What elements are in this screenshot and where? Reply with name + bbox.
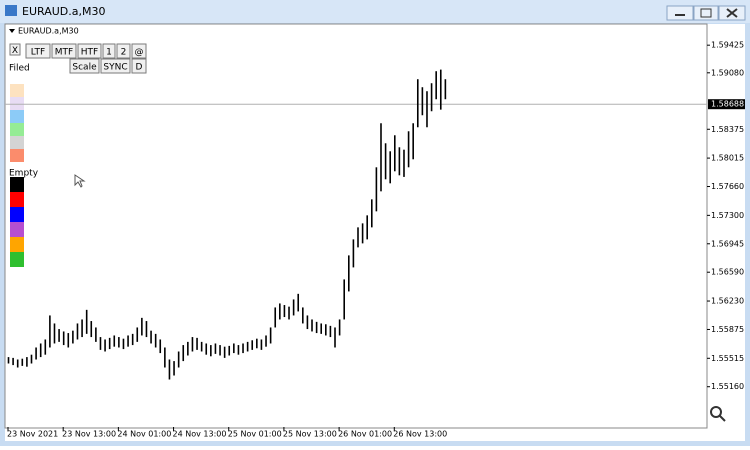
- button-face: [51, 43, 77, 59]
- button-face: [116, 43, 131, 59]
- color-swatch[interactable]: [10, 136, 24, 149]
- button-face: [131, 58, 147, 74]
- button-face: [102, 43, 116, 59]
- button-label: LTF: [31, 48, 45, 58]
- y-tick-label: 1.56590: [711, 268, 744, 277]
- color-swatch[interactable]: [10, 149, 24, 162]
- x-tick-label: 24 Nov 01:00: [117, 430, 171, 439]
- button-face: [77, 43, 102, 59]
- button-label: MTF: [55, 48, 73, 58]
- button-face: [100, 58, 131, 74]
- y-tick-label: 1.55160: [711, 382, 744, 391]
- color-swatch[interactable]: [10, 97, 24, 110]
- minimize-button[interactable]: [666, 5, 694, 21]
- chart-label: EURAUD.a,M30: [18, 27, 79, 36]
- color-swatch[interactable]: [10, 110, 24, 123]
- mouse-cursor: [74, 174, 86, 188]
- x-tick-label: 25 Nov 13:00: [283, 430, 337, 439]
- button-face: [69, 58, 100, 74]
- y-tick-label: 1.55875: [711, 325, 744, 334]
- color-swatch[interactable]: [10, 177, 24, 192]
- x-tick-label: 26 Nov 01:00: [338, 430, 392, 439]
- toolbar-button[interactable]: 2: [116, 43, 131, 59]
- button-face: [131, 43, 147, 59]
- color-swatch[interactable]: [10, 237, 24, 252]
- y-tick-label: 1.56230: [711, 297, 744, 306]
- y-tick-label: 1.57300: [711, 211, 744, 220]
- button-label: 1: [106, 48, 112, 58]
- color-swatch[interactable]: [10, 252, 24, 267]
- color-swatch[interactable]: [10, 123, 24, 136]
- button-label: X: [12, 46, 18, 56]
- toolbar-button[interactable]: HTF: [77, 43, 102, 59]
- y-tick-label: 1.58015: [711, 154, 744, 163]
- plot-border: [4, 23, 708, 429]
- button-label: 2: [121, 48, 127, 58]
- y-tick-label: 1.59080: [711, 68, 744, 77]
- filled-label: Filed: [9, 64, 30, 74]
- color-swatch[interactable]: [10, 207, 24, 222]
- y-tick-label: 1.55515: [711, 354, 744, 363]
- title-bar: [0, 0, 750, 23]
- toolbar-button[interactable]: MTF: [51, 43, 77, 59]
- button-label: Scale: [72, 63, 97, 73]
- x-tick-label: 25 Nov 01:00: [228, 430, 282, 439]
- window-title: EURAUD.a,M30: [22, 5, 105, 18]
- close-button[interactable]: [718, 5, 746, 21]
- y-tick-label: 1.58375: [711, 125, 744, 134]
- toolbar-button[interactable]: Scale: [69, 58, 100, 74]
- button-label: @: [135, 48, 144, 58]
- toolbar-button[interactable]: LTF: [25, 43, 51, 59]
- button-label: D: [136, 63, 143, 73]
- color-swatch[interactable]: [10, 192, 24, 207]
- button-label: SYNC: [103, 63, 127, 73]
- toolbar-button[interactable]: D: [131, 58, 147, 74]
- x-tick-label: 26 Nov 13:00: [393, 430, 447, 439]
- zoom-icon[interactable]: [710, 406, 722, 418]
- color-swatch[interactable]: [10, 84, 24, 97]
- maximize-button[interactable]: [693, 5, 719, 21]
- last-price-box: [708, 99, 745, 110]
- zoom-icon-handle: [719, 415, 726, 422]
- chart-menu-arrow[interactable]: [9, 29, 15, 33]
- x-tick-label: 24 Nov 13:00: [173, 430, 227, 439]
- x-tick-label: 23 Nov 2021: [7, 430, 58, 439]
- y-tick-label: 1.56945: [711, 239, 744, 248]
- button-label: HTF: [81, 48, 98, 58]
- toolbar-button[interactable]: SYNC: [100, 58, 131, 74]
- y-tick-label: 1.59425: [711, 41, 744, 50]
- toolbar-button[interactable]: 1: [102, 43, 116, 59]
- empty-label: Empty: [9, 169, 39, 179]
- button-face: [9, 43, 21, 56]
- toolbar-button[interactable]: X: [9, 43, 21, 56]
- window-icon: [5, 5, 17, 16]
- toolbar-button[interactable]: @: [131, 43, 147, 59]
- y-tick-label: 1.57660: [711, 182, 744, 191]
- button-face: [25, 43, 51, 59]
- color-swatch[interactable]: [10, 222, 24, 237]
- chart-window: [5, 24, 745, 441]
- last-price-label: 1.58688: [711, 100, 744, 109]
- x-tick-label: 23 Nov 13:00: [62, 430, 116, 439]
